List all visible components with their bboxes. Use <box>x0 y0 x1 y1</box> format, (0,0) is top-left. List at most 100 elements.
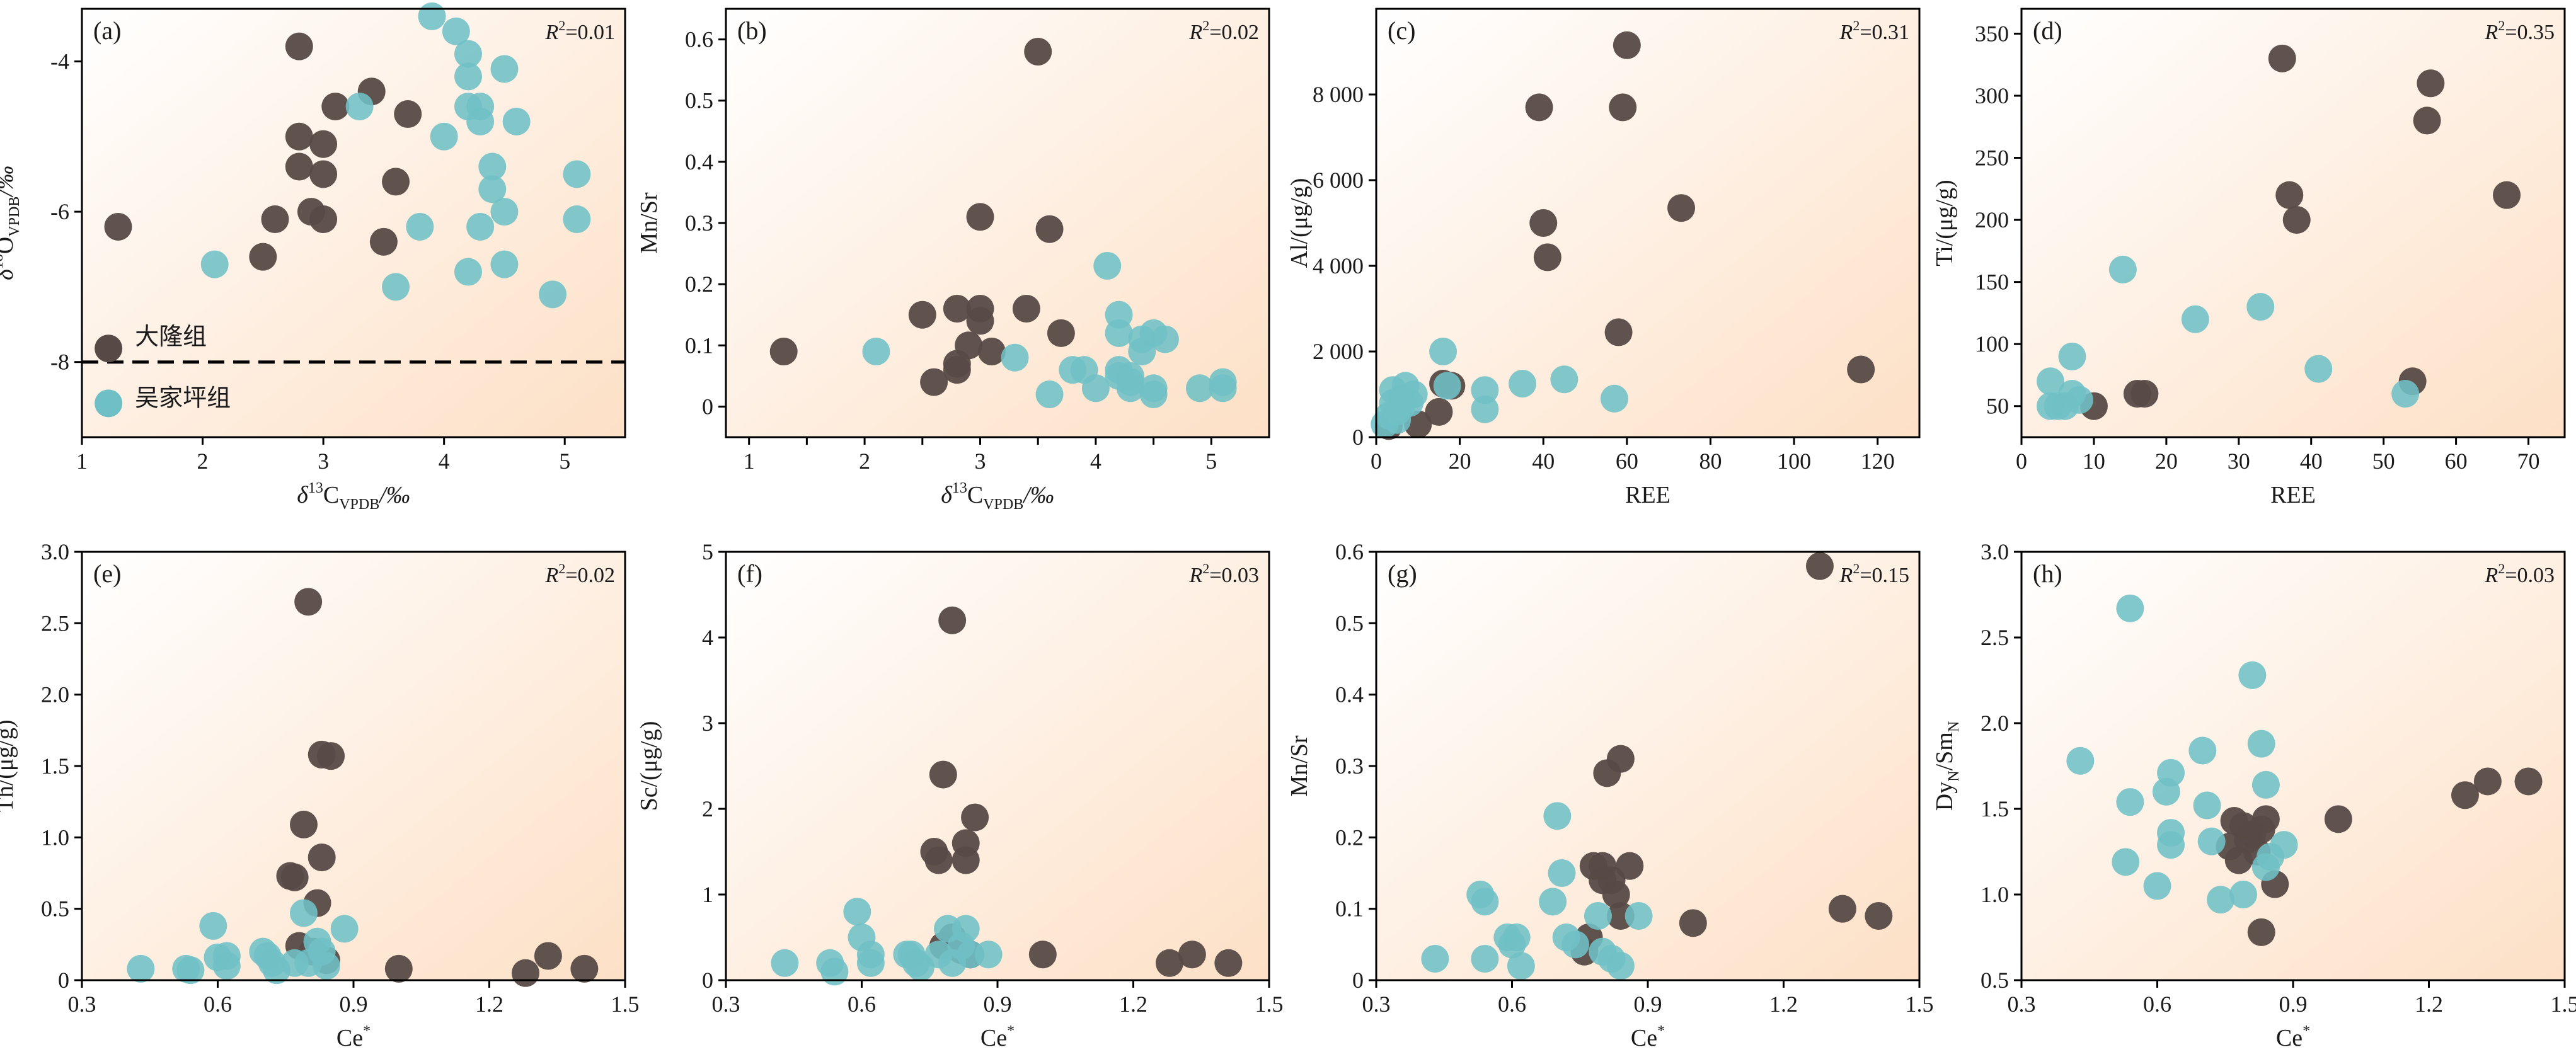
point-wujiaping <box>1584 902 1612 930</box>
point-wujiaping <box>2116 788 2144 816</box>
point-dalong <box>1425 397 1453 426</box>
point-wujiaping <box>418 2 446 30</box>
point-dalong <box>2275 181 2304 209</box>
point-wujiaping <box>454 40 482 68</box>
point-dalong <box>1828 895 1856 923</box>
y-tick-label: 1 <box>702 882 713 907</box>
x-tick-label: 10 <box>2083 449 2105 474</box>
plot-background <box>726 9 1269 437</box>
point-wujiaping <box>127 954 155 983</box>
panel-tag: (b) <box>737 16 767 45</box>
point-wujiaping <box>478 152 507 181</box>
x-tick-label: 0.6 <box>2143 992 2171 1017</box>
x-tick-label: 70 <box>2517 449 2540 474</box>
legend-label-wujiaping: 吴家坪组 <box>135 384 231 411</box>
point-wujiaping <box>1209 368 1237 396</box>
point-wujiaping <box>2157 831 2185 859</box>
panel-tag: (h) <box>2033 559 2062 588</box>
point-wujiaping <box>382 273 410 301</box>
point-wujiaping <box>1507 952 1535 980</box>
panel-tag: (a) <box>93 16 121 45</box>
point-wujiaping <box>1433 372 1461 400</box>
point-dalong <box>1593 759 1621 787</box>
point-dalong <box>289 810 318 838</box>
x-axis-title: REE <box>2270 482 2316 508</box>
point-dalong <box>285 32 313 60</box>
point-wujiaping <box>2197 827 2226 855</box>
point-wujiaping <box>1471 945 1499 973</box>
x-tick-label: 100 <box>1777 449 1811 474</box>
point-dalong <box>920 368 948 396</box>
point-wujiaping <box>2251 770 2280 799</box>
x-tick-label: 1 <box>744 449 755 474</box>
point-dalong <box>285 152 313 181</box>
point-wujiaping <box>2251 853 2280 881</box>
x-tick-label: 80 <box>1699 449 1722 474</box>
point-dalong <box>570 954 599 983</box>
plot-frame <box>2020 8 2566 438</box>
point-dalong <box>2324 805 2352 833</box>
point-wujiaping <box>466 107 495 135</box>
point-wujiaping <box>2247 729 2275 758</box>
point-wujiaping <box>856 949 885 977</box>
r2-label: R2=0.02 <box>545 561 615 587</box>
r2-label: R2=0.15 <box>1839 561 1909 587</box>
point-wujiaping <box>1624 902 1653 930</box>
y-tick-label: 1.5 <box>41 753 69 779</box>
y-tick-label: 300 <box>1975 83 2009 108</box>
x-tick-label: 1.5 <box>1255 992 1284 1017</box>
point-dalong <box>1847 355 1875 384</box>
point-wujiaping <box>454 258 482 286</box>
x-tick-label: 1.2 <box>1119 992 1147 1017</box>
panel-4: 0 10 20 30 40 50 60 70 50 100 150 200 250 300 350 (d) R2… <box>1931 8 2566 508</box>
point-wujiaping <box>2036 367 2064 396</box>
y-tick-label: 6 000 <box>1313 168 1364 193</box>
panel-2: 1 2 3 4 5 0 0.1 0.2 0.3 0.4 0.5 0.6 (b) R2=0.02 δ13CVP… <box>636 8 1270 513</box>
y-tick-label: 0.2 <box>1335 825 1364 850</box>
y-tick-label: 0 <box>1352 425 1364 450</box>
point-wujiaping <box>2238 661 2267 689</box>
x-axis-title: Ce* <box>2276 1023 2310 1051</box>
x-tick-label: 0.3 <box>2008 992 2036 1017</box>
point-wujiaping <box>1429 338 1458 365</box>
y-tick-label: 1.0 <box>41 825 69 850</box>
point-wujiaping <box>1139 374 1168 403</box>
point-dalong <box>1012 295 1040 323</box>
point-wujiaping <box>1185 374 1214 403</box>
point-dalong <box>294 588 323 616</box>
point-wujiaping <box>2058 342 2086 370</box>
x-tick-label: 40 <box>1532 449 1555 474</box>
r2-label: R2=0.31 <box>1839 18 1909 44</box>
point-dalong <box>309 130 338 158</box>
point-wujiaping <box>176 956 205 985</box>
point-dalong <box>309 160 338 188</box>
y-tick-label: 0.4 <box>685 149 713 174</box>
x-tick-label: 20 <box>1449 449 1471 474</box>
point-wujiaping <box>1471 376 1499 404</box>
point-wujiaping <box>1093 252 1122 280</box>
point-wujiaping <box>563 160 591 188</box>
x-tick-label: 1.2 <box>475 992 503 1017</box>
point-wujiaping <box>2181 305 2209 333</box>
point-dalong <box>1679 909 1707 937</box>
point-wujiaping <box>1509 370 1537 397</box>
panel-8: 0.3 0.6 0.9 1.2 1.5 0.5 1.0 1.5 2.0 2.5 3.0 (h) R2=0… <box>1931 539 2576 1051</box>
point-dalong <box>285 122 313 151</box>
x-tick-label: 0.9 <box>1634 992 1662 1017</box>
point-dalong <box>280 863 309 891</box>
point-wujiaping <box>199 912 227 940</box>
x-tick-label: 1.2 <box>1769 992 1798 1017</box>
point-wujiaping <box>2304 355 2333 383</box>
x-tick-label: 3 <box>318 449 329 474</box>
panel-tag: (f) <box>737 559 762 588</box>
point-dalong <box>1525 93 1553 122</box>
r2-label: R2=0.03 <box>1189 561 1259 587</box>
x-tick-label: 0.9 <box>2279 992 2308 1017</box>
x-axis-title: Ce* <box>336 1023 371 1051</box>
plot-background <box>1376 9 1919 437</box>
point-wujiaping <box>1471 395 1499 423</box>
x-axis-title: δ13CVPDB/‰ <box>297 480 410 513</box>
point-dalong <box>2247 918 2275 946</box>
r2-label: R2=0.01 <box>545 18 615 44</box>
point-wujiaping <box>1502 923 1531 951</box>
